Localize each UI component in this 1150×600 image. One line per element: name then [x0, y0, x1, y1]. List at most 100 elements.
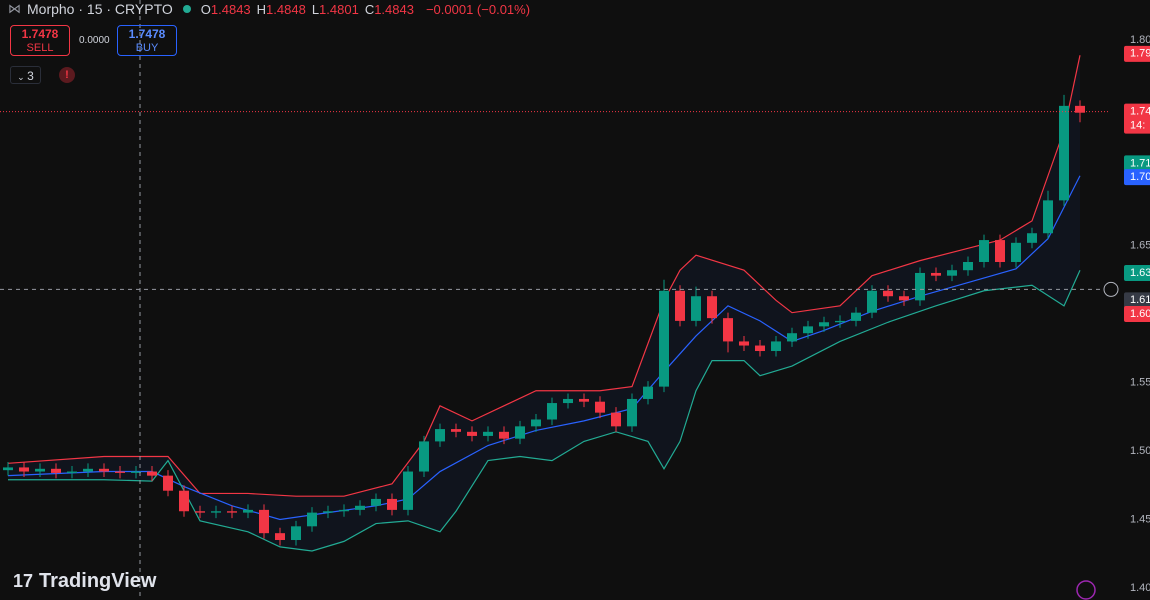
price-tag: [1124, 103, 1150, 134]
candle-body: [627, 398, 637, 427]
candle-body: [499, 431, 509, 439]
crosshair-plus: [1103, 281, 1119, 297]
candle-body: [995, 240, 1005, 262]
candle-body: [19, 467, 29, 472]
band-fill: [8, 55, 1080, 551]
candle-body: [1043, 200, 1053, 234]
candle-body: [3, 467, 13, 471]
alert-button[interactable]: [1076, 580, 1096, 600]
y-tick-label: 1.80: [1130, 34, 1150, 46]
ohlc-key: O: [200, 1, 211, 17]
candle-body: [883, 290, 893, 297]
candle-body: [371, 498, 381, 506]
ohlc-value: 1.4843: [210, 1, 251, 17]
price-tag: [1124, 292, 1150, 309]
candle-body: [51, 468, 61, 473]
band-line: [8, 269, 1081, 552]
candle-body: [579, 398, 589, 402]
status-dot: [182, 5, 191, 13]
y-tick-label: 1.65: [1130, 239, 1150, 251]
candle-body: [163, 475, 173, 491]
candle-body: [243, 509, 253, 513]
candle-body: [531, 419, 541, 427]
sell-price: 1.7478: [21, 27, 59, 41]
candle-body: [227, 511, 237, 513]
symbol-icon: ⋈: [8, 1, 21, 16]
indicator-count: 3: [27, 69, 34, 83]
price-tag: [1124, 169, 1150, 186]
candle-body: [291, 526, 301, 541]
candle-body: [1027, 233, 1037, 243]
candle-body: [979, 240, 989, 262]
logo-text: TradingView: [39, 570, 157, 592]
candle-body: [755, 345, 765, 352]
candle-body: [419, 441, 429, 472]
candle-body: [355, 505, 365, 510]
candle-body: [387, 498, 397, 510]
ohlc-key: L: [311, 1, 320, 17]
candle-body: [451, 429, 461, 432]
symbol[interactable]: Morpho · 15 · CRYPTO: [27, 1, 173, 17]
logo-mark: 17: [13, 571, 34, 591]
candle-body: [611, 412, 621, 427]
candle-body: [131, 471, 141, 473]
y-tick-label: 1.50: [1130, 445, 1150, 457]
buy-price: 1.7478: [128, 27, 166, 41]
y-tick-label: 1.55: [1130, 376, 1150, 388]
band-line: [7, 175, 1081, 521]
price-tag-label: 1.79: [1130, 48, 1150, 60]
candle-body: [211, 511, 221, 513]
candle-body: [947, 270, 957, 276]
candle-body: [659, 290, 669, 387]
sell-label: SELL: [26, 42, 54, 54]
candle-body: [467, 431, 477, 436]
candle-body: [307, 512, 317, 527]
candle-body: [595, 401, 605, 413]
candle-body: [179, 490, 189, 512]
price-tag-label: 1.63: [1130, 267, 1150, 279]
price-tag: [1124, 155, 1150, 172]
price-tag: [1124, 45, 1150, 62]
candle-body: [1075, 105, 1085, 113]
ohlc-value: 1.4843: [374, 1, 414, 17]
change: −0.0001 (−0.01%): [425, 1, 531, 17]
sell-button[interactable]: 1.7478 SELL: [10, 25, 70, 56]
logo[interactable]: 17 TradingView: [13, 570, 156, 593]
buy-label: BUY: [135, 42, 159, 54]
price-tag-label: 1.71: [1130, 157, 1150, 169]
candle-body: [899, 296, 909, 301]
candle-body: [1059, 105, 1069, 201]
ohlc-value: 1.4848: [266, 1, 306, 17]
candle-body: [483, 431, 493, 436]
candle-body: [819, 322, 829, 327]
candle-body: [435, 429, 445, 442]
candle-body: [547, 403, 557, 420]
legend-header: ⋈ Morpho · 15 · CRYPTO O1.4843 H1.4848 L1.…: [8, 1, 530, 17]
candle-body: [403, 471, 413, 510]
indicators-toggle[interactable]: ⌄ 3: [10, 66, 41, 84]
spread: 0.0000: [79, 35, 110, 46]
candle-body: [275, 533, 285, 541]
candle-body: [67, 471, 77, 473]
candle-body: [563, 398, 573, 404]
candle-body: [803, 326, 813, 334]
candle-body: [643, 386, 653, 399]
candle-body: [851, 312, 861, 321]
candle-body: [739, 341, 749, 346]
price-tag-label: 1.61: [1130, 294, 1150, 306]
ohlc-value: 1.4801: [319, 1, 359, 17]
price-tag-label: 1.70: [1130, 171, 1150, 183]
warning-icon[interactable]: !: [59, 67, 75, 83]
candle-body: [99, 468, 109, 472]
candle-body: [515, 426, 525, 439]
candle-body: [867, 290, 877, 313]
candle-body: [115, 471, 125, 473]
candle-body: [691, 296, 701, 321]
buy-button[interactable]: 1.7478 BUY: [117, 25, 177, 56]
price-tag-label: 1.60: [1130, 308, 1150, 320]
y-tick-label: 1.40: [1130, 582, 1150, 594]
price-tag-label: 1.7478: [1130, 106, 1150, 118]
candle-body: [35, 468, 45, 472]
candle-body: [915, 272, 925, 301]
